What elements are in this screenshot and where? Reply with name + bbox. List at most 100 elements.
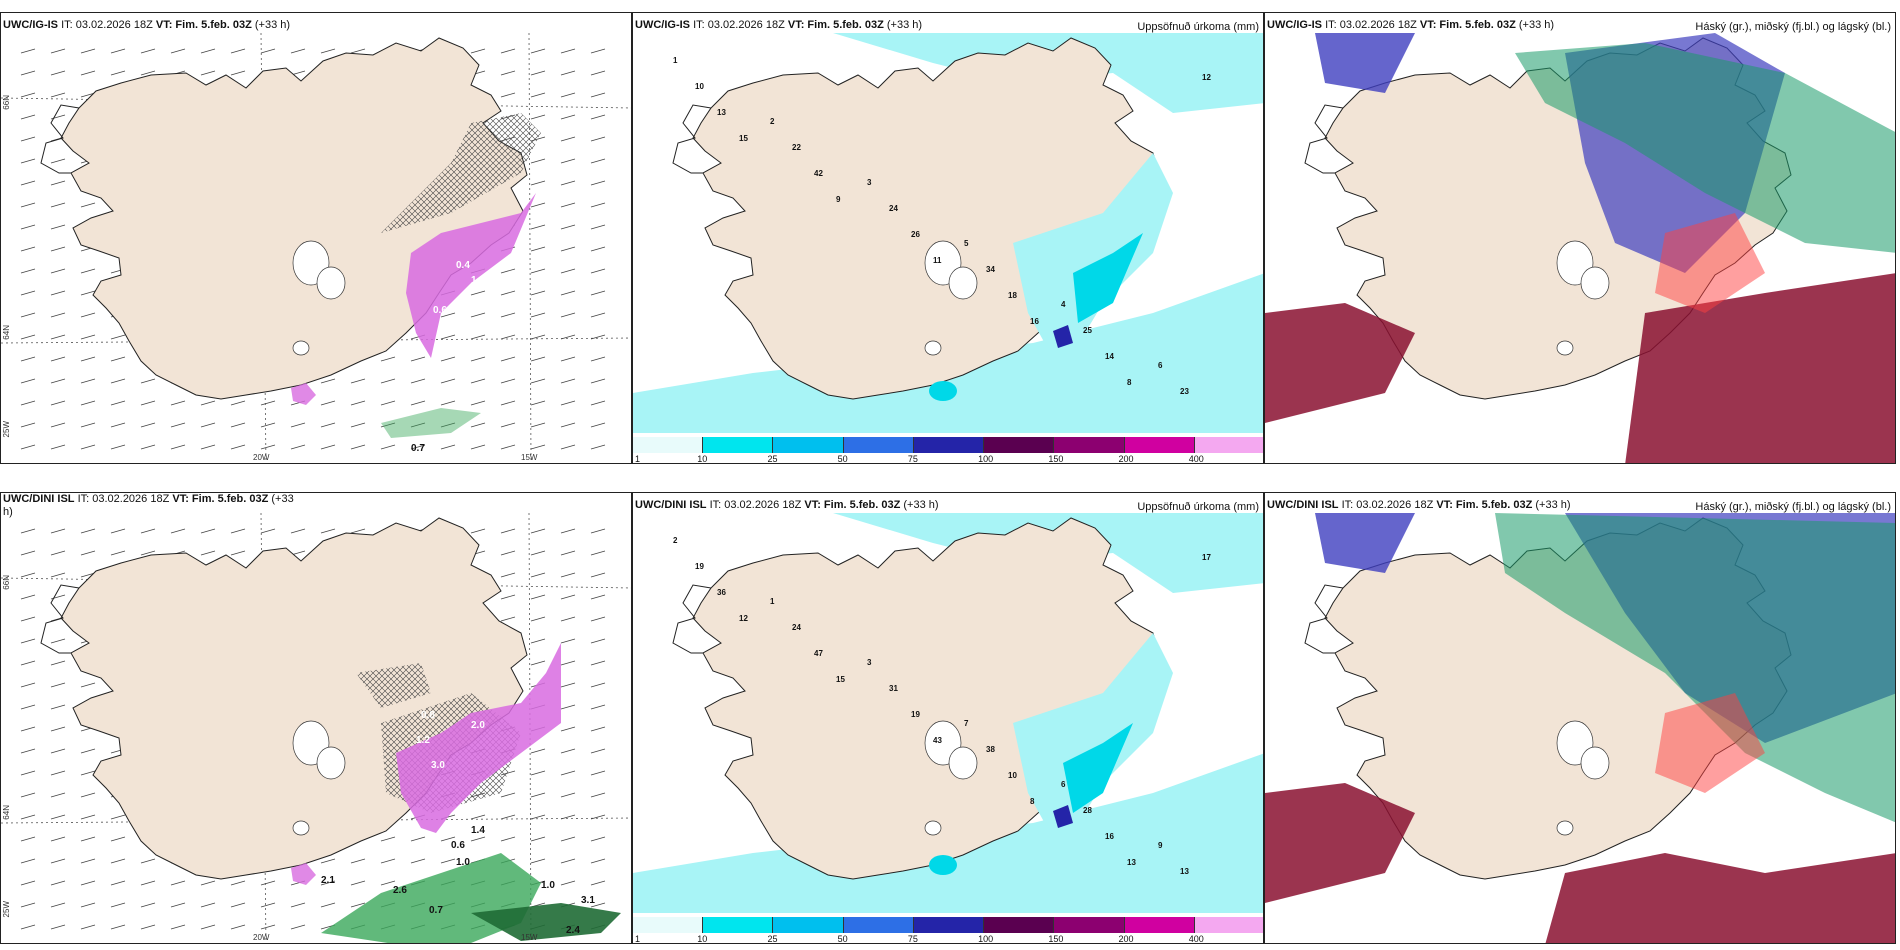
wind-barb bbox=[500, 70, 516, 76]
wind-barb bbox=[530, 858, 546, 864]
wind-barb bbox=[560, 638, 576, 644]
wind-barb bbox=[230, 422, 246, 428]
wind-barb bbox=[110, 858, 126, 864]
legend-swatch bbox=[984, 917, 1055, 933]
wind-barb bbox=[440, 858, 456, 864]
wind-barb bbox=[20, 290, 36, 296]
wind-barb bbox=[530, 792, 546, 798]
wind-barb bbox=[500, 378, 516, 384]
wind-barb bbox=[560, 550, 576, 556]
wind-barb bbox=[530, 444, 546, 450]
wind-barb bbox=[20, 114, 36, 120]
wind-barb bbox=[80, 202, 96, 208]
wind-barb bbox=[20, 594, 36, 600]
contour-value: 1.4 bbox=[471, 825, 485, 836]
legend-label: 400 bbox=[1188, 934, 1204, 944]
wind-barb bbox=[50, 726, 66, 732]
contour-value: 1.0 bbox=[541, 880, 555, 891]
wind-barb bbox=[50, 400, 66, 406]
lat-label: 66N bbox=[2, 95, 11, 110]
wind-barb bbox=[500, 356, 516, 362]
wind-barb bbox=[440, 356, 456, 362]
legend-swatch bbox=[1054, 437, 1125, 453]
wind-barb bbox=[380, 378, 396, 384]
wind-barb bbox=[560, 836, 576, 842]
contour-value: 0.7 bbox=[429, 905, 443, 916]
wind-barb bbox=[140, 422, 156, 428]
precip-value: 1 bbox=[770, 597, 775, 606]
wind-barb bbox=[350, 444, 366, 450]
contour-value: 0.6 bbox=[433, 305, 447, 316]
wind-barb bbox=[110, 422, 126, 428]
wind-barb bbox=[290, 48, 306, 54]
westfjords-coast bbox=[40, 584, 80, 654]
wind-barb bbox=[140, 70, 156, 76]
wind-barb bbox=[590, 748, 606, 754]
wind-barb bbox=[530, 356, 546, 362]
precip-heavy-spot bbox=[1053, 805, 1073, 828]
wind-barb bbox=[80, 902, 96, 908]
wind-barb bbox=[350, 880, 366, 886]
wind-barb bbox=[560, 792, 576, 798]
wind-barb bbox=[20, 792, 36, 798]
wind-barb bbox=[230, 48, 246, 54]
precip-value: 13 bbox=[1180, 867, 1189, 876]
lat-label: 64N bbox=[2, 805, 11, 820]
legend-swatch bbox=[913, 917, 985, 933]
wind-barb bbox=[80, 858, 96, 864]
precip-heavy-spot bbox=[1053, 325, 1073, 348]
precip-value: 23 bbox=[1180, 387, 1189, 396]
precip-value: 13 bbox=[717, 108, 726, 117]
wind-barb bbox=[470, 356, 486, 362]
contour-value: 1.2 bbox=[471, 275, 485, 286]
model-name: UWC/IG-IS bbox=[1267, 19, 1322, 31]
wind-barb bbox=[590, 114, 606, 120]
precip-value: 34 bbox=[986, 265, 995, 274]
wind-barb bbox=[560, 660, 576, 666]
wind-barb bbox=[410, 378, 426, 384]
wind-barb bbox=[20, 202, 36, 208]
wind-barb bbox=[470, 444, 486, 450]
wind-barb bbox=[80, 400, 96, 406]
wind-barb bbox=[470, 836, 486, 842]
wind-barb bbox=[530, 748, 546, 754]
legend-label: 200 bbox=[1118, 934, 1134, 944]
wind-barb bbox=[590, 836, 606, 842]
wind-barb bbox=[560, 114, 576, 120]
wind-barb bbox=[560, 70, 576, 76]
westfjords-coast bbox=[672, 104, 712, 174]
westfjords-coast bbox=[672, 584, 712, 654]
glacier bbox=[948, 266, 978, 300]
legend-label: 10 bbox=[697, 934, 708, 944]
wind-barb bbox=[590, 616, 606, 622]
lead-time: (+33 h) bbox=[1535, 499, 1571, 511]
wind-barb bbox=[500, 422, 516, 428]
wind-barb bbox=[200, 70, 216, 76]
wind-barb bbox=[530, 224, 546, 230]
wind-barb bbox=[20, 770, 36, 776]
wind-barb bbox=[440, 836, 456, 842]
legend-swatch bbox=[633, 437, 704, 453]
panel-dini-precip: UWC/DINI ISL IT: 03.02.2026 18Z VT: Fim.… bbox=[632, 492, 1264, 944]
wind-barb bbox=[350, 528, 366, 534]
wind-barb bbox=[530, 400, 546, 406]
wind-barb bbox=[50, 92, 66, 98]
precip-value: 4 bbox=[1061, 300, 1066, 309]
precip-value: 13 bbox=[1127, 858, 1136, 867]
wind-barb bbox=[590, 312, 606, 318]
wind-barb bbox=[320, 528, 336, 534]
glacier bbox=[316, 266, 346, 300]
wind-barb bbox=[260, 48, 276, 54]
wind-barb bbox=[560, 572, 576, 578]
wind-barb bbox=[410, 444, 426, 450]
contour-value: 2.1 bbox=[321, 875, 335, 886]
wind-barb bbox=[140, 444, 156, 450]
wind-barb bbox=[20, 682, 36, 688]
panel-title: Uppsöfnuð úrkoma (mm) bbox=[1137, 21, 1259, 33]
wind-barb bbox=[20, 858, 36, 864]
wind-barb bbox=[80, 70, 96, 76]
wind-barb bbox=[530, 114, 546, 120]
wind-barb bbox=[50, 224, 66, 230]
wind-barb bbox=[20, 268, 36, 274]
contour-value: 0.4 bbox=[456, 260, 470, 271]
